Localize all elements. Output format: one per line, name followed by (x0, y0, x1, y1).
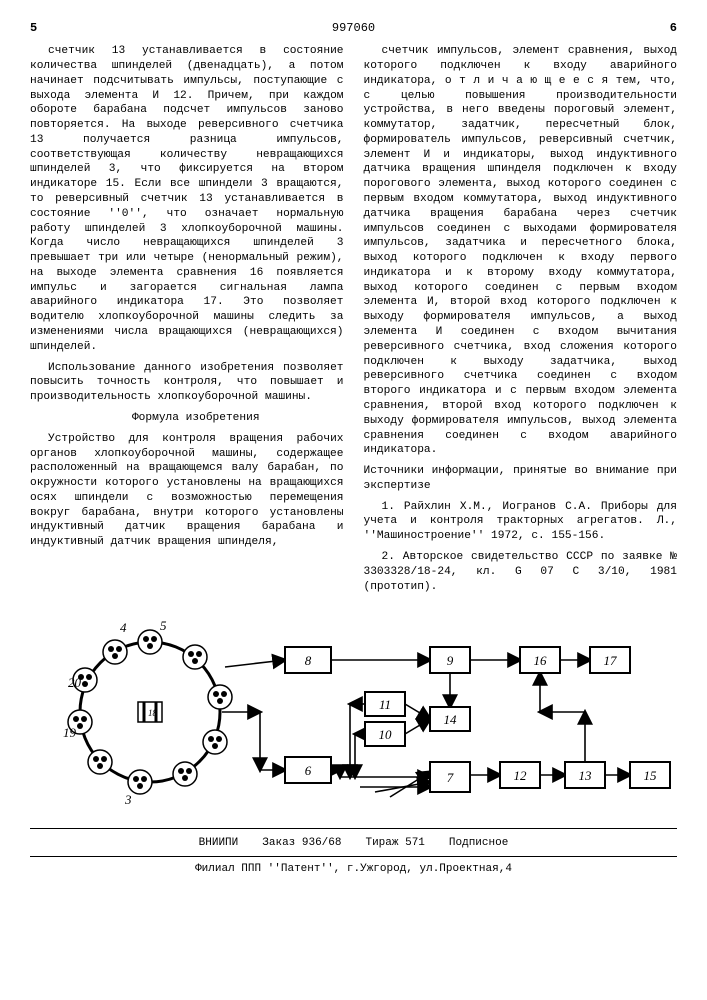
right-column: счетчик импульсов, элемент сравнения, вы… (364, 44, 678, 600)
footer-branch: Филиал ППП ''Патент'', г.Ужгород, ул.Про… (195, 863, 512, 875)
svg-text:14: 14 (444, 712, 458, 727)
svg-text:13: 13 (579, 768, 593, 783)
document-number: 997060 (37, 20, 670, 36)
svg-text:4: 4 (120, 620, 127, 635)
paragraph: Использование данного изобретения позвол… (30, 361, 344, 405)
svg-text:19: 19 (63, 725, 77, 740)
source-item: 1. Райхлин Х.М., Иогранов С.А. Приборы д… (364, 500, 678, 544)
footer-sub: Подписное (449, 835, 508, 853)
left-column: счетчик 13 устанавливается в состояние к… (30, 44, 344, 600)
paragraph: Устройство для контроля вращения рабочих… (30, 432, 344, 550)
svg-text:3: 3 (124, 792, 132, 807)
svg-text:6: 6 (305, 763, 312, 778)
svg-text:10: 10 (379, 727, 393, 742)
paragraph: счетчик 13 устанавливается в состояние к… (30, 44, 344, 354)
svg-text:12: 12 (514, 768, 528, 783)
source-item: 2. Авторское свидетельство СССР по заявк… (364, 550, 678, 594)
svg-text:5: 5 (160, 618, 167, 633)
svg-text:7: 7 (447, 770, 454, 785)
formula-title: Формула изобретения (30, 411, 344, 426)
schematic-diagram: 4 5 20 19 3 18 8 6 11 10 9 14 7 12 16 13 17 15 (30, 612, 677, 817)
svg-text:18: 18 (148, 708, 158, 718)
svg-text:15: 15 (644, 768, 658, 783)
footer-tiraz: Тираж 571 (365, 835, 424, 853)
footer-order: Заказ 936/68 (262, 835, 341, 853)
svg-text:9: 9 (447, 653, 454, 668)
svg-text:11: 11 (379, 697, 391, 712)
paragraph: счетчик импульсов, элемент сравнения, вы… (364, 44, 678, 458)
footer-org: ВНИИПИ (199, 835, 239, 853)
svg-text:20: 20 (68, 675, 82, 690)
footer: ВНИИПИ Заказ 936/68 Тираж 571 Подписное … (30, 828, 677, 879)
svg-text:17: 17 (604, 653, 618, 668)
page-number-right: 6 (670, 20, 677, 36)
svg-text:8: 8 (305, 653, 312, 668)
sources-title: Источники информации, принятые во вниман… (364, 464, 678, 494)
page-number-left: 5 (30, 20, 37, 36)
svg-text:16: 16 (534, 653, 548, 668)
